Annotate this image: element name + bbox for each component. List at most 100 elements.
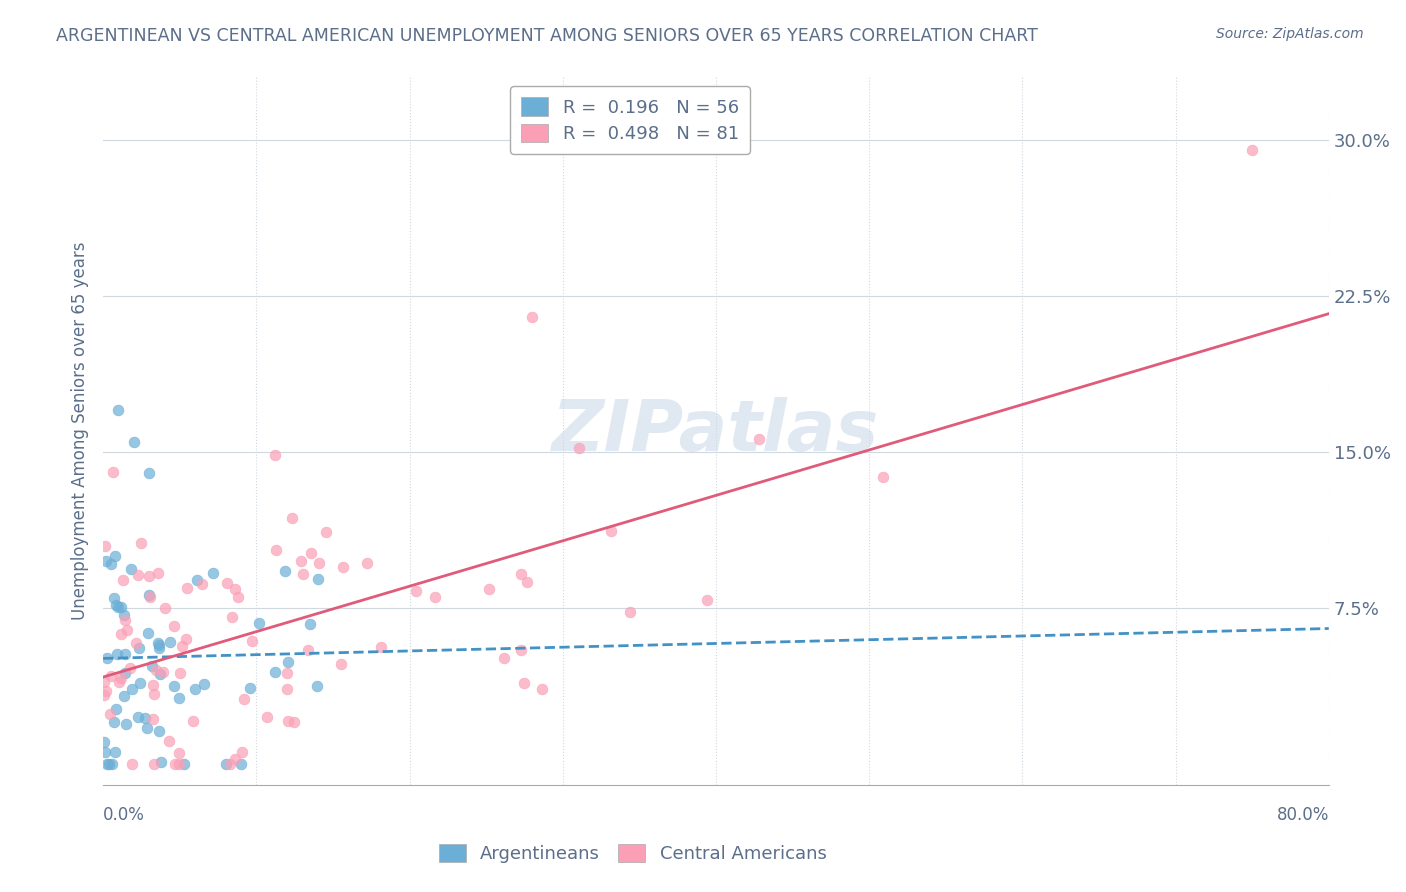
Point: [332, 560, 354, 574]
Point: [93, 688, 115, 702]
Point: [264, 543, 287, 558]
Point: [145, 663, 167, 677]
Point: [307, 572, 329, 586]
Point: [98, 757, 121, 772]
Point: [176, 581, 198, 595]
Point: [224, 752, 246, 766]
Point: [148, 640, 170, 655]
Point: [110, 600, 132, 615]
Point: [114, 666, 136, 681]
Point: [264, 665, 287, 680]
Point: [494, 651, 516, 665]
Point: [124, 636, 146, 650]
Point: [98, 706, 121, 721]
Text: Source: ZipAtlas.com: Source: ZipAtlas.com: [1216, 27, 1364, 41]
Point: [263, 448, 285, 462]
Point: [299, 546, 322, 560]
Point: [163, 679, 186, 693]
Point: [112, 607, 135, 622]
Point: [1241, 143, 1264, 157]
Point: [599, 524, 621, 539]
Point: [281, 510, 304, 524]
Point: [143, 686, 166, 700]
Point: [231, 745, 253, 759]
Point: [110, 671, 132, 685]
Point: [110, 627, 132, 641]
Point: [276, 681, 298, 696]
Point: [127, 567, 149, 582]
Point: [120, 562, 142, 576]
Point: [108, 674, 131, 689]
Point: [163, 618, 186, 632]
Point: [115, 624, 138, 638]
Point: [128, 641, 150, 656]
Point: [150, 755, 173, 769]
Point: [111, 574, 134, 588]
Point: [274, 564, 297, 578]
Point: [292, 566, 315, 581]
Point: [104, 598, 127, 612]
Point: [157, 734, 180, 748]
Text: 0.0%: 0.0%: [103, 806, 145, 824]
Point: [143, 757, 166, 772]
Point: [247, 616, 270, 631]
Point: [105, 647, 128, 661]
Point: [167, 757, 190, 772]
Point: [93, 674, 115, 689]
Point: [138, 569, 160, 583]
Point: [531, 682, 554, 697]
Point: [141, 659, 163, 673]
Point: [568, 442, 591, 456]
Point: [100, 668, 122, 682]
Point: [290, 554, 312, 568]
Point: [748, 432, 770, 446]
Point: [104, 702, 127, 716]
Point: [516, 575, 538, 590]
Point: [307, 679, 329, 693]
Point: [218, 757, 240, 772]
Point: [114, 647, 136, 661]
Point: [513, 676, 536, 690]
Y-axis label: Unemployment Among Seniors over 65 years: Unemployment Among Seniors over 65 years: [72, 242, 89, 621]
Point: [101, 757, 124, 772]
Point: [186, 573, 208, 587]
Point: [201, 566, 224, 581]
Point: [172, 639, 194, 653]
Point: [120, 661, 142, 675]
Point: [183, 681, 205, 696]
Point: [94, 539, 117, 553]
Point: [121, 681, 143, 696]
Point: [423, 591, 446, 605]
Point: [872, 470, 894, 484]
Point: [231, 757, 253, 772]
Point: [169, 666, 191, 681]
Point: [146, 635, 169, 649]
Point: [173, 757, 195, 772]
Point: [520, 310, 543, 324]
Text: 80.0%: 80.0%: [1277, 806, 1329, 824]
Point: [240, 634, 263, 648]
Point: [174, 632, 197, 646]
Point: [167, 746, 190, 760]
Point: [221, 610, 243, 624]
Point: [101, 465, 124, 479]
Point: [277, 655, 299, 669]
Point: [224, 582, 246, 596]
Point: [139, 590, 162, 604]
Point: [127, 709, 149, 723]
Legend: R =  0.196   N = 56, R =  0.498   N = 81: R = 0.196 N = 56, R = 0.498 N = 81: [510, 87, 749, 154]
Point: [256, 710, 278, 724]
Point: [215, 576, 238, 591]
Point: [94, 745, 117, 759]
Point: [405, 584, 427, 599]
Point: [153, 601, 176, 615]
Point: [100, 558, 122, 572]
Point: [136, 721, 159, 735]
Point: [136, 626, 159, 640]
Text: ARGENTINEAN VS CENTRAL AMERICAN UNEMPLOYMENT AMONG SENIORS OVER 65 YEARS CORRELA: ARGENTINEAN VS CENTRAL AMERICAN UNEMPLOY…: [56, 27, 1038, 45]
Point: [148, 723, 170, 738]
Point: [356, 557, 378, 571]
Point: [298, 616, 321, 631]
Point: [96, 684, 118, 698]
Point: [167, 690, 190, 705]
